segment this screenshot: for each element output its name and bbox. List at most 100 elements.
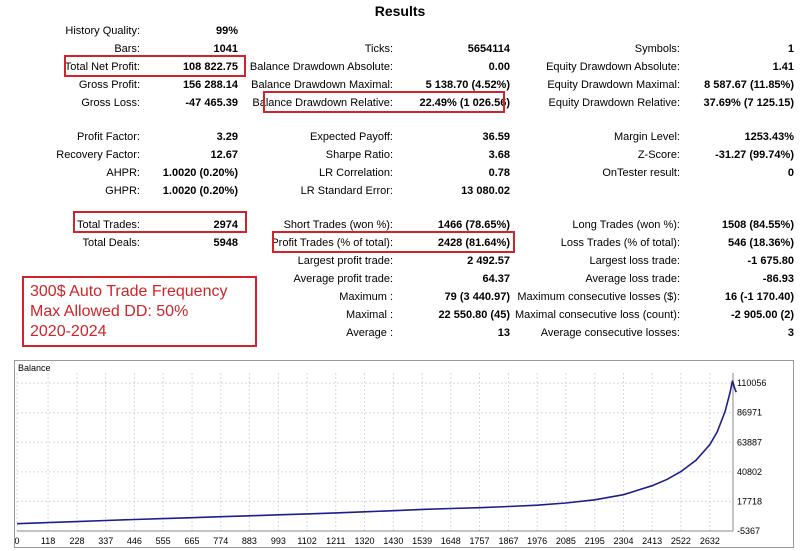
stat-value: 1508 (84.55%) [721,219,794,231]
stat-value: 5654114 [467,43,510,55]
stat-label: Profit Factor: [77,131,140,143]
x-tick-label: 2304 [613,536,633,546]
stat-value: 13 [497,327,510,339]
stat-label: Balance Drawdown Absolute: [249,61,393,73]
stat-value: 108 822.75 [182,61,238,73]
stat-value: 0 [787,167,794,179]
stat-label: Margin Level: [613,131,680,143]
stat-label: LR Standard Error: [300,185,393,197]
x-tick-label: 1976 [527,536,547,546]
y-tick-label: 110056 [737,378,766,388]
x-tick-label: 1102 [297,536,316,546]
stat-label: History Quality: [65,25,140,37]
stat-label: Maximum : [339,291,393,303]
stat-label: Short Trades (won %): [283,219,393,231]
balance-chart: Balance 0 118 228 337 446 555 665 774 883 993 1102… [14,360,794,548]
x-tick-label: 2195 [585,536,605,546]
x-tick-label: 118 [41,536,55,546]
stat-value: -47 465.39 [185,97,238,109]
strategy-note: 300$ Auto Trade Frequency Max Allowed DD… [22,276,257,347]
stat-label: LR Correlation: [319,167,393,179]
stat-value: 99% [215,25,238,37]
stat-value: 37.69% (7 125.15) [703,97,794,109]
stat-value: 0.78 [488,167,510,179]
stat-value: 5 138.70 (4.52%) [425,79,510,91]
stat-value: 16 (-1 170.40) [724,291,794,303]
stat-value: 79 (3 440.97) [444,291,510,303]
stat-label: Expected Payoff: [310,131,393,143]
stat-label: Total Deals: [82,237,140,249]
stat-label: Long Trades (won %): [572,219,680,231]
stat-value: -1 675.80 [747,255,794,267]
stat-value: 12.67 [210,149,238,161]
stat-value: -86.93 [762,273,794,285]
x-tick-label: 1430 [383,536,403,546]
stat-value: 22.49% (1 026.56) [419,97,510,109]
y-tick-label: 40802 [737,467,762,477]
note-line-frequency: 300$ Auto Trade Frequency [30,283,228,300]
stat-label: Sharpe Ratio: [325,149,393,161]
stat-value: 2428 (81.64%) [437,237,510,249]
y-tick-label: 63887 [737,437,762,447]
y-tick-label: 86971 [737,408,762,418]
stat-label: Equity Drawdown Maximal: [547,79,680,91]
stat-value: 156 288.14 [182,79,238,91]
x-tick-label: 1539 [412,536,432,546]
x-tick-label: 446 [127,536,142,546]
stat-value: 1.0020 (0.20%) [162,185,238,197]
x-tick-label: 1867 [498,536,518,546]
stat-value: 5948 [213,237,238,249]
stat-value: 1.0020 (0.20%) [162,167,238,179]
x-tick-label: 1648 [441,536,461,546]
x-tick-label: 0 [15,536,20,546]
stat-value: -2 905.00 (2) [731,309,794,321]
x-tick-label: 1211 [326,536,345,546]
stat-label: Average consecutive losses: [540,327,680,339]
stat-label: Total Net Profit: [64,61,140,73]
stat-value: 3 [787,327,794,339]
stat-label: Equity Drawdown Relative: [548,97,680,109]
x-tick-label: 883 [242,536,257,546]
note-line-max-dd: Max Allowed DD: 50% [30,303,189,320]
balance-series-line [16,380,737,525]
balance-chart-svg: 0 118 228 337 446 555 665 774 883 993 1102 1211 1320… [15,373,766,546]
stat-value: 13 080.02 [461,185,510,197]
stat-value: 22 550.80 (45) [438,309,510,321]
stat-label: Average loss trade: [585,273,680,285]
highlight-box-total-trades [73,211,247,233]
stat-label: Symbols: [634,43,680,55]
stat-label: Average : [346,327,393,339]
x-tick-label: 2413 [642,536,662,546]
stat-label: Balance Drawdown Maximal: [251,79,393,91]
stat-label: Balance Drawdown Relative: [252,97,393,109]
stat-label: AHPR: [106,167,140,179]
stat-value: 36.59 [482,131,510,143]
x-tick-label: 337 [98,536,113,546]
y-tick-label: -5367 [737,526,760,536]
results-title: Results [374,3,426,19]
stat-value: 2974 [213,219,238,231]
x-tick-label: 228 [70,536,85,546]
stat-label: Ticks: [364,43,393,55]
highlight-box-balance-drawdown-relative [263,91,505,113]
x-tick-label: 1320 [354,536,374,546]
stat-value: 1041 [213,43,238,55]
stat-value: 1 [787,43,794,55]
x-tick-label: 993 [271,536,286,546]
stat-label: OnTester result: [602,167,680,179]
stat-value: 2 492.57 [467,255,510,267]
stat-value: 3.29 [216,131,238,143]
stat-value: 1.41 [772,61,794,73]
stat-label: Average profit trade: [293,273,393,285]
stat-value: 546 (18.36%) [727,237,794,249]
stat-label: Loss Trades (% of total): [560,237,680,249]
stat-label: Maximal consecutive loss (count): [514,309,680,321]
stat-label: GHPR: [105,185,140,197]
highlight-box-profit-trades [272,231,515,253]
stat-label: Recovery Factor: [56,149,140,161]
stat-value: -31.27 (99.74%) [715,149,794,161]
chart-title: Balance [18,363,51,373]
x-tick-label: 555 [156,536,171,546]
x-tick-label: 2632 [700,536,720,546]
highlight-box-total-net-profit [64,55,246,77]
